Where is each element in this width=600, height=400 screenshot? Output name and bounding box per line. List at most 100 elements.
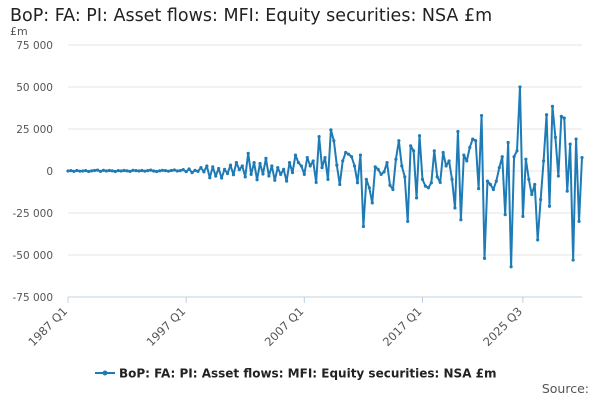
y-tick-label: 75 000 bbox=[16, 40, 53, 52]
y-unit-label: £m bbox=[10, 25, 28, 38]
data-point bbox=[335, 163, 339, 167]
legend: BoP: FA: PI: Asset flows: MFI: Equity se… bbox=[95, 367, 497, 381]
data-point bbox=[524, 157, 528, 161]
data-point bbox=[355, 181, 360, 185]
data-point bbox=[282, 167, 286, 171]
y-tick-label: 0 bbox=[46, 166, 53, 178]
data-point bbox=[119, 169, 123, 173]
data-point bbox=[429, 181, 433, 185]
data-point bbox=[211, 165, 215, 169]
data-point bbox=[326, 177, 330, 181]
data-point bbox=[385, 161, 389, 165]
y-tick-label: 25 000 bbox=[16, 124, 53, 136]
data-point bbox=[468, 145, 472, 150]
data-point bbox=[338, 182, 342, 187]
data-point bbox=[169, 168, 173, 173]
legend-label[interactable]: BoP: FA: PI: Asset flows: MFI: Equity se… bbox=[119, 367, 497, 381]
data-point bbox=[527, 177, 531, 181]
data-point bbox=[178, 169, 182, 173]
data-point bbox=[347, 152, 351, 156]
data-point bbox=[364, 177, 368, 181]
data-point bbox=[420, 177, 425, 181]
data-point bbox=[293, 153, 298, 157]
data-point bbox=[243, 175, 247, 179]
data-point bbox=[432, 149, 436, 153]
data-point bbox=[311, 159, 315, 163]
data-point bbox=[163, 169, 168, 173]
data-point bbox=[196, 169, 200, 173]
data-point bbox=[441, 150, 445, 155]
data-point bbox=[444, 164, 448, 168]
data-point bbox=[287, 161, 292, 165]
data-point bbox=[90, 169, 94, 173]
data-point bbox=[314, 180, 318, 185]
data-point bbox=[332, 139, 336, 143]
data-point bbox=[95, 168, 100, 172]
data-point bbox=[329, 128, 333, 132]
data-point bbox=[84, 169, 88, 173]
data-point bbox=[228, 163, 233, 167]
data-point bbox=[453, 206, 457, 210]
data-point bbox=[465, 159, 469, 163]
data-point bbox=[574, 137, 578, 141]
data-point bbox=[155, 169, 159, 174]
data-point bbox=[270, 164, 274, 168]
data-point bbox=[264, 156, 268, 160]
data-point bbox=[456, 129, 460, 134]
data-point bbox=[157, 169, 162, 173]
data-point bbox=[462, 153, 466, 157]
series-layer bbox=[66, 85, 584, 269]
data-point bbox=[152, 169, 156, 173]
data-point bbox=[367, 186, 371, 190]
y-tick-label: 50 000 bbox=[16, 82, 53, 94]
x-tick-label: 1987 Q1 bbox=[25, 304, 70, 349]
data-point bbox=[202, 170, 206, 174]
data-point bbox=[370, 201, 374, 205]
data-point bbox=[571, 258, 575, 262]
data-point bbox=[494, 179, 498, 183]
data-point bbox=[234, 161, 238, 165]
x-tick-label: 2025 Q3 bbox=[480, 304, 525, 349]
series-line bbox=[67, 86, 583, 268]
data-point bbox=[382, 170, 386, 174]
data-point bbox=[205, 164, 209, 168]
data-point bbox=[459, 218, 463, 222]
data-point bbox=[559, 114, 563, 118]
data-point bbox=[78, 169, 82, 173]
data-point bbox=[252, 161, 256, 165]
data-point bbox=[279, 172, 283, 176]
data-point bbox=[417, 134, 422, 138]
data-point bbox=[267, 174, 271, 178]
data-point bbox=[320, 166, 324, 170]
data-point bbox=[143, 169, 147, 173]
legend-point-marker[interactable] bbox=[102, 370, 108, 376]
data-point bbox=[258, 161, 262, 166]
data-point bbox=[113, 169, 117, 174]
data-point bbox=[409, 144, 413, 148]
data-point bbox=[160, 168, 165, 172]
data-point bbox=[565, 189, 569, 193]
data-point bbox=[506, 140, 510, 145]
data-point bbox=[116, 169, 120, 173]
data-point bbox=[208, 176, 212, 180]
x-tick-label: 1997 Q1 bbox=[144, 304, 189, 349]
data-point bbox=[87, 169, 91, 174]
source-label: Source: bbox=[541, 381, 589, 396]
data-point bbox=[290, 171, 295, 175]
data-point bbox=[323, 155, 327, 160]
data-point bbox=[544, 113, 549, 117]
data-point bbox=[547, 204, 552, 208]
data-point bbox=[358, 153, 363, 157]
data-point bbox=[530, 192, 534, 197]
data-point bbox=[175, 169, 179, 173]
data-point bbox=[240, 164, 244, 168]
data-point bbox=[471, 137, 475, 141]
data-point bbox=[503, 213, 507, 217]
data-point bbox=[515, 149, 519, 153]
data-point bbox=[92, 168, 97, 173]
data-point bbox=[166, 169, 171, 173]
data-point bbox=[184, 170, 188, 174]
data-point bbox=[539, 197, 543, 202]
data-point bbox=[140, 168, 144, 173]
data-point bbox=[122, 168, 126, 173]
